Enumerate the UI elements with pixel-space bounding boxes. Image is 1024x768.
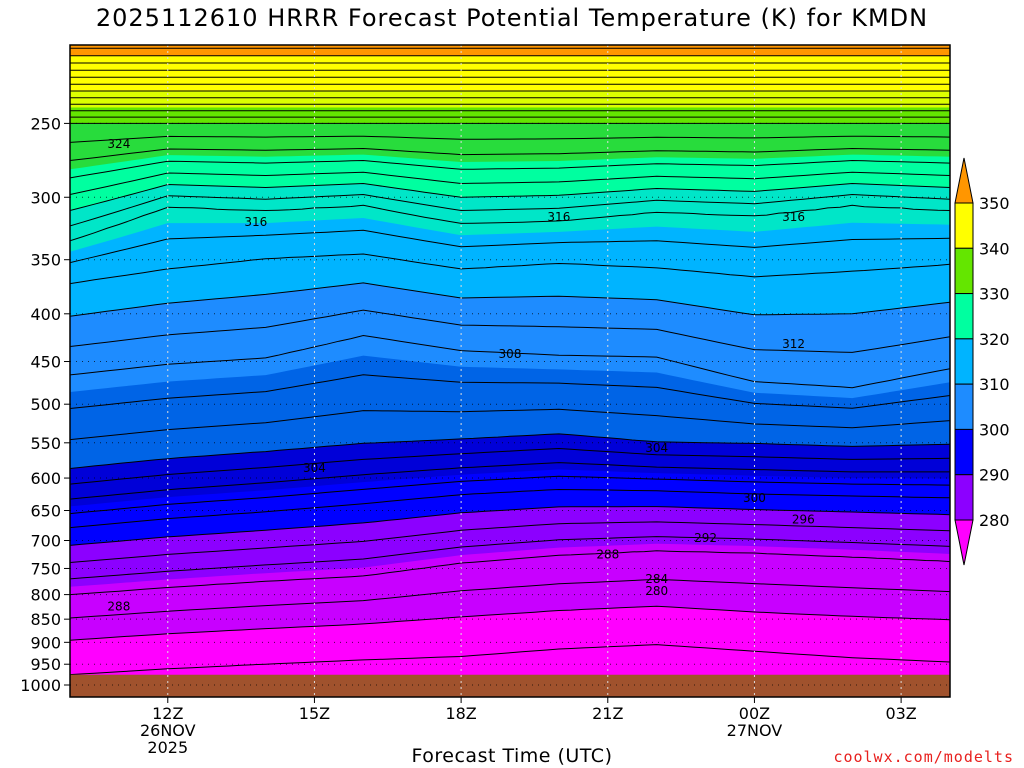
colorbar-extend-top — [954, 157, 974, 204]
isentrope-294 — [70, 475, 950, 515]
isentrope-324 — [70, 159, 950, 179]
dotted-grid — [70, 45, 950, 697]
colorbar-box-310 — [954, 383, 974, 430]
colorbar-label-320: 320 — [979, 330, 1010, 349]
x-axis-title: Forecast Time (UTC) — [411, 745, 613, 767]
ytick-label-250: 250 — [30, 114, 61, 133]
ytick-label-650: 650 — [30, 501, 61, 520]
xtick-label-18Z: 18Z — [445, 704, 476, 723]
chart-title: 2025112610 HRRR Forecast Potential Tempe… — [95, 4, 929, 32]
colorbar-box-340 — [954, 247, 974, 295]
colorbar-box-290 — [954, 474, 974, 521]
contour-label-324: 324 — [107, 137, 130, 151]
ytick-label-850: 850 — [30, 610, 61, 629]
ytick-label-300: 300 — [30, 188, 61, 207]
isentrope-308 — [70, 309, 950, 353]
contour-label-280: 280 — [645, 584, 668, 598]
xtick-label-12Z: 12Z — [152, 704, 183, 723]
isentrope-314 — [70, 229, 950, 264]
colorbar-label-290: 290 — [979, 466, 1010, 485]
contour-label-288: 288 — [107, 600, 130, 614]
ground-fill — [70, 674, 950, 697]
ground-below-surface — [70, 674, 950, 697]
ytick-label-700: 700 — [30, 532, 61, 551]
isentrope-278 — [70, 644, 950, 676]
isentrope-lines — [70, 47, 950, 676]
colorbar-label-310: 310 — [979, 375, 1010, 394]
isentrope-328 — [70, 135, 950, 143]
ytick-label-950: 950 — [30, 655, 61, 674]
isentrope-288 — [70, 521, 950, 563]
ytick-label-500: 500 — [30, 395, 61, 414]
ytick-label-350: 350 — [30, 251, 61, 270]
contour-label-316: 316 — [244, 215, 267, 229]
contour-label-316: 316 — [547, 210, 570, 224]
isentrope-306 — [70, 334, 950, 389]
plot-frame — [69, 44, 951, 698]
xtick-label-15Z: 15Z — [299, 704, 330, 723]
contour-label-304: 304 — [303, 461, 326, 475]
band-340 — [70, 45, 950, 91]
ytick-label-900: 900 — [30, 633, 61, 652]
contour-label-308: 308 — [499, 347, 522, 361]
colorbar-box-320 — [954, 338, 974, 385]
isentrope-282 — [70, 578, 950, 619]
xtick-label-03Z: 03Z — [885, 704, 916, 723]
isentrope-322 — [70, 171, 950, 195]
ytick-label-800: 800 — [30, 586, 61, 605]
isentrope-300 — [70, 433, 950, 469]
contour-label-292: 292 — [694, 531, 717, 545]
contour-label-304: 304 — [645, 441, 668, 455]
isentrope-310 — [70, 282, 950, 317]
pressure-axis: 250 300 350 400 450 500 550 600 650 700 750 800 850 9… — [20, 114, 70, 695]
isentrope-302 — [70, 408, 950, 441]
xtick-sublabel-27NOV: 27NOV — [727, 721, 783, 740]
colorbar-extend-bottom — [954, 519, 974, 566]
contour-label-284: 284 — [645, 572, 668, 586]
isentrope-304 — [70, 374, 950, 409]
isentrope-292 — [70, 488, 950, 529]
isentrope-326 — [70, 147, 950, 161]
ytick-label-400: 400 — [30, 305, 61, 324]
isentrope-316 — [70, 204, 950, 242]
xtick-label-00Z: 00Z — [739, 704, 770, 723]
contour-label-300: 300 — [743, 491, 766, 505]
ytick-label-1000: 1000 — [20, 676, 61, 695]
ytick-label-750: 750 — [30, 559, 61, 578]
colorbar-box-300 — [954, 428, 974, 476]
colorbar-label-280: 280 — [979, 511, 1010, 530]
contour-label-316: 316 — [782, 210, 805, 224]
isentrope-320 — [70, 182, 950, 211]
colorbar-label-340: 340 — [979, 239, 1010, 258]
colorbar: 350 340 330 320 310 300 290 280 — [954, 157, 1010, 566]
isentrope-290 — [70, 506, 950, 546]
xtick-label-21Z: 21Z — [592, 704, 623, 723]
band-350 — [70, 45, 950, 56]
isentrope-286 — [70, 536, 950, 580]
isentrope-296 — [70, 462, 950, 500]
colorbar-label-330: 330 — [979, 285, 1010, 304]
ytick-label-550: 550 — [30, 434, 61, 453]
contour-label-312: 312 — [782, 337, 805, 351]
ytick-label-450: 450 — [30, 353, 61, 372]
isentrope-318 — [70, 193, 950, 227]
colorbar-label-350: 350 — [979, 194, 1010, 213]
contour-label-288: 288 — [596, 548, 619, 562]
isentrope-298 — [70, 447, 950, 485]
colorbar-label-300: 300 — [979, 420, 1010, 439]
isentrope-284 — [70, 550, 950, 596]
xtick-sublabel-26NOV: 26NOV — [140, 721, 196, 740]
contour-label-296: 296 — [792, 513, 815, 527]
colorbar-box-330 — [954, 293, 974, 340]
colorbar-box-350 — [954, 202, 974, 249]
contour-labels: 324 316 316 316 312 308 304 304 300 296 292 288 288 2… — [107, 137, 814, 614]
xtick-sublabel-2025: 2025 — [147, 738, 188, 757]
credit-link[interactable]: coolwx.com/modelts — [833, 748, 1014, 766]
isentrope-280 — [70, 605, 950, 641]
isentrope-312 — [70, 253, 950, 285]
ytick-label-600: 600 — [30, 469, 61, 488]
